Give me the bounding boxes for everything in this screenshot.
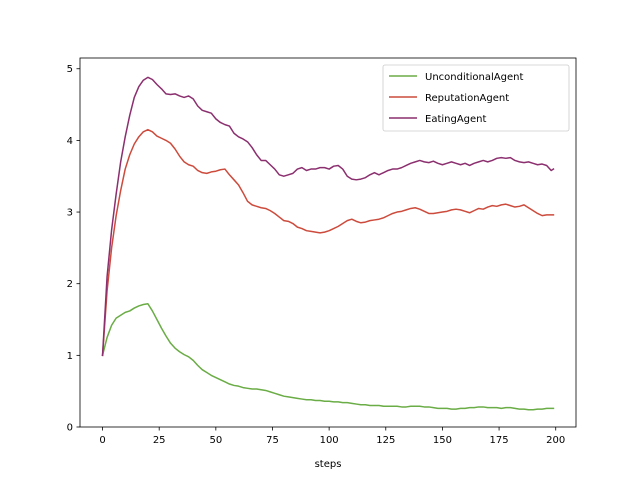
series-line-0 [101, 303, 555, 411]
legend-label-0: UnconditionalAgent [425, 72, 523, 83]
y-axis: 0 1 2 3 4 5 [67, 64, 80, 434]
y-tick-label-0: 0 [67, 423, 73, 434]
x-tick-label-3: 75 [266, 435, 279, 446]
x-tick-label-4: 100 [320, 435, 339, 446]
legend-label-1: ReputationAgent [425, 93, 509, 104]
y-tick-label-5: 5 [67, 64, 73, 75]
x-tick-label-8: 200 [546, 435, 565, 446]
x-tick-label-0: 0 [99, 435, 105, 446]
x-tick-label-7: 175 [490, 435, 509, 446]
x-tick-label-2: 50 [209, 435, 222, 446]
y-tick-label-2: 2 [67, 279, 73, 290]
plot-frame [79, 57, 577, 428]
x-tick-label-6: 150 [433, 435, 452, 446]
legend-label-2: EatingAgent [425, 114, 487, 125]
series-layer [101, 76, 555, 411]
y-tick-label-3: 3 [67, 208, 73, 219]
y-tick-label-1: 1 [67, 351, 73, 362]
x-axis: 0 25 50 75 100 125 150 175 200 [99, 427, 565, 446]
y-tick-label-4: 4 [67, 136, 73, 147]
series-line-1 [101, 128, 555, 357]
legend: UnconditionalAgent ReputationAgent EatingA… [382, 64, 570, 132]
x-tick-label-5: 125 [376, 435, 395, 446]
series-line-2 [101, 76, 555, 357]
x-axis-label: steps [315, 459, 342, 470]
legend-box [382, 64, 570, 132]
x-tick-label-1: 25 [153, 435, 166, 446]
